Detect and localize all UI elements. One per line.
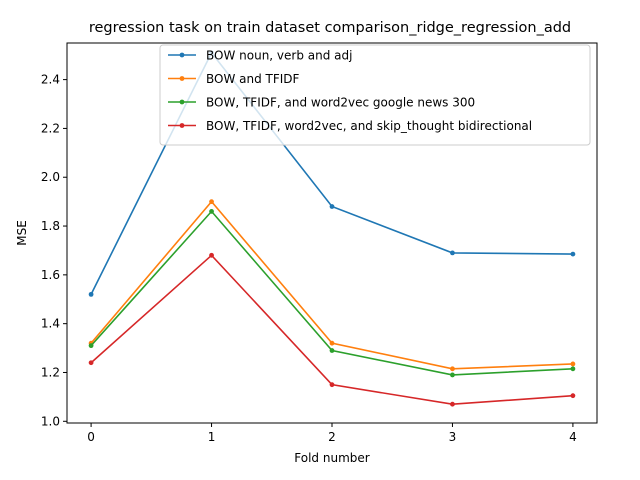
data-point bbox=[570, 361, 576, 367]
x-tick-label: 4 bbox=[569, 430, 577, 444]
legend-marker bbox=[179, 52, 185, 58]
series-line bbox=[90, 254, 573, 406]
x-axis: 0 1 2 3 4 bbox=[87, 423, 577, 444]
y-tick-label: 2.0 bbox=[41, 170, 60, 184]
legend-label: BOW, TFIDF, word2vec, and skip_thought b… bbox=[206, 119, 532, 133]
y-tick-label: 1.6 bbox=[41, 268, 60, 282]
x-tick-label: 1 bbox=[208, 430, 216, 444]
y-axis: 1.0 1.2 1.4 1.6 1.8 2.0 2.2 2.4 bbox=[41, 73, 67, 428]
x-tick-label: 0 bbox=[87, 430, 95, 444]
data-point bbox=[209, 209, 214, 214]
y-axis-label: MSE bbox=[15, 220, 29, 246]
legend-box bbox=[159, 44, 591, 146]
legend: BOW noun, verb and adj BOW and TFIDF BOW, … bbox=[159, 44, 591, 146]
data-point bbox=[88, 360, 94, 366]
data-point bbox=[329, 340, 335, 346]
data-point bbox=[88, 291, 94, 297]
legend-label: BOW noun, verb and adj bbox=[206, 49, 352, 63]
data-point bbox=[450, 372, 455, 378]
data-point bbox=[209, 252, 214, 258]
x-tick-label: 3 bbox=[449, 430, 457, 444]
legend-label: BOW and TFIDF bbox=[206, 72, 300, 86]
data-point bbox=[450, 401, 455, 407]
data-point bbox=[570, 251, 576, 257]
plot-area bbox=[88, 50, 576, 407]
y-tick-label: 1.2 bbox=[41, 365, 60, 379]
chart-title: regression task on train dataset compari… bbox=[89, 20, 571, 36]
y-tick-label: 2.4 bbox=[41, 73, 60, 87]
data-point bbox=[88, 343, 94, 349]
y-tick-label: 1.4 bbox=[41, 317, 60, 331]
data-point bbox=[450, 366, 455, 372]
data-point bbox=[209, 199, 214, 205]
data-point bbox=[329, 348, 335, 353]
data-point bbox=[450, 250, 455, 256]
legend-marker bbox=[179, 76, 185, 81]
x-axis-label: Fold number bbox=[294, 451, 369, 465]
data-point bbox=[570, 366, 576, 372]
data-point bbox=[329, 204, 335, 209]
legend-marker bbox=[179, 123, 185, 128]
y-tick-label: 1.8 bbox=[41, 219, 60, 233]
y-tick-label: 2.2 bbox=[41, 121, 60, 135]
legend-label: BOW, TFIDF, and word2vec google news 300 bbox=[206, 96, 475, 110]
legend-marker bbox=[179, 99, 185, 105]
x-tick-label: 2 bbox=[328, 430, 336, 444]
y-tick-label: 1.0 bbox=[41, 414, 60, 428]
data-point bbox=[570, 393, 576, 399]
data-point bbox=[329, 382, 335, 388]
